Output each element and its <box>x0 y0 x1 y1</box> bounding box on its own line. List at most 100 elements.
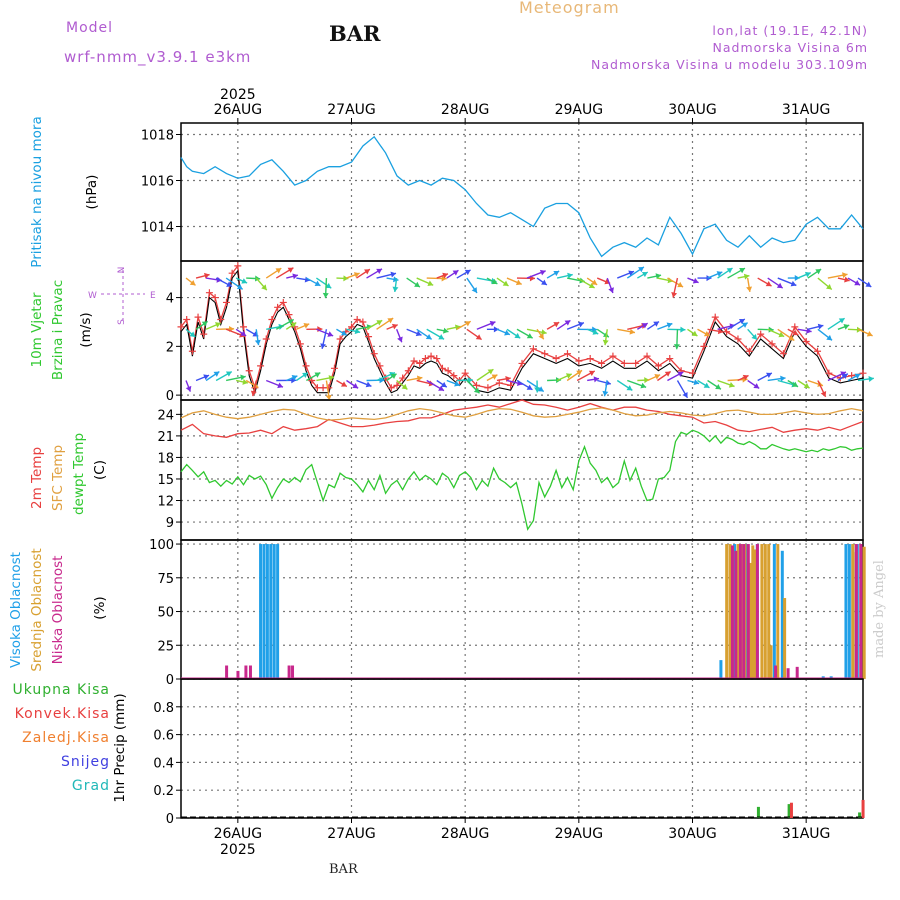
bar-srednja-oblacnost <box>725 544 729 679</box>
wind-arrowhead <box>275 268 282 274</box>
x-tick-label-bottom: 30AUG <box>668 826 717 842</box>
wind-arrowhead <box>225 371 232 377</box>
panel-frame-temp <box>180 399 864 541</box>
wind-arrowhead <box>843 324 850 330</box>
y-tick-label: 9 <box>166 516 174 531</box>
wind-speed-marker <box>348 323 355 331</box>
wind-arrowhead <box>591 279 598 285</box>
wind-arrowhead <box>493 326 499 333</box>
wind-arrowhead <box>691 330 698 337</box>
temp-2m-title: 2m Temp <box>29 447 45 509</box>
wind-arrowhead <box>425 334 432 340</box>
wind-arrowhead <box>487 369 494 375</box>
wind-arrowhead <box>564 320 571 326</box>
wind-arrowhead <box>292 273 298 280</box>
bar-niska-oblacnost <box>730 545 734 679</box>
wind-speed-marker <box>450 372 458 380</box>
wind-speed-marker <box>609 352 617 360</box>
wind-arrowhead <box>203 272 210 279</box>
wind-arrowhead <box>738 319 745 325</box>
wind-arrowhead <box>392 286 399 292</box>
wind-arrowhead <box>641 271 648 278</box>
wind-arrowhead <box>817 323 824 330</box>
compass-cross <box>101 270 145 320</box>
bar-visoka-oblacnost <box>259 544 263 679</box>
series-line-dewpt-temp <box>180 429 864 531</box>
wind-arrowhead <box>475 334 482 340</box>
bar-visoka-oblacnost <box>265 544 269 679</box>
wind-speed-marker <box>620 359 628 367</box>
wind-arrowhead <box>526 333 533 339</box>
year-label-top: 2025 <box>220 87 256 103</box>
bar-niska-oblacnost <box>859 544 863 679</box>
wind-arrowhead <box>666 322 673 329</box>
wind-arrowhead <box>401 383 408 390</box>
footer-station: BAR <box>329 862 358 877</box>
wind-arrowhead <box>866 331 873 337</box>
wind-arrowhead <box>664 371 671 377</box>
compass-south: S <box>117 319 127 325</box>
compass-west: W <box>88 291 97 301</box>
wind-arrowhead <box>865 281 872 287</box>
wind-arrowhead <box>538 333 544 340</box>
wind-arrowhead <box>703 331 710 337</box>
wind-arrowhead <box>680 326 686 333</box>
wind-arrowhead <box>255 275 261 282</box>
wind-arrowhead <box>715 383 721 390</box>
wind-arrowhead <box>743 273 750 280</box>
wind-speed-marker <box>217 316 225 324</box>
panel-frame-pressure <box>180 122 864 262</box>
wind-arrowhead <box>471 287 477 293</box>
wind-speed-marker <box>370 350 378 358</box>
bar-niska-oblacnost <box>291 665 295 679</box>
bar-niska-oblacnost <box>738 544 742 679</box>
wind-arrowhead <box>638 266 644 273</box>
wind-arrowhead <box>592 329 599 335</box>
y-tick-label: 18 <box>157 451 174 466</box>
wind-arrowhead <box>452 270 459 276</box>
x-tick-label-bottom: 29AUG <box>555 826 604 842</box>
bar-srednja-oblacnost <box>753 549 757 679</box>
legend-total-rain: Ukupna Kisa <box>12 682 110 698</box>
wind-arrowhead <box>287 319 294 325</box>
wind-arrowhead <box>328 375 335 381</box>
x-tick-label-bottom: 27AUG <box>327 826 376 842</box>
wind-arrowhead <box>794 274 800 281</box>
wind-arrowhead <box>826 284 832 290</box>
x-tick-label-top: 26AUG <box>214 102 263 118</box>
wind-speed-marker <box>188 347 196 355</box>
wind-speed-marker <box>541 350 549 358</box>
bar-srednja-oblacnost <box>783 598 787 679</box>
wind-arrowhead <box>553 270 560 277</box>
y-tick-label: 2 <box>166 340 174 355</box>
bar-srednja-oblacnost <box>776 544 780 679</box>
bar-konvek-kisa <box>789 802 793 818</box>
y-tick-label: 0.2 <box>153 784 174 799</box>
wind-arrowhead <box>441 275 447 282</box>
y-tick-label: 0 <box>166 812 174 827</box>
wind-arrowhead <box>655 273 662 280</box>
bar-srednja-oblacnost <box>769 645 773 679</box>
cloud-low-title: Niska Oblacnost <box>50 556 66 665</box>
y-tick-label: 0.6 <box>153 729 174 744</box>
wind-arrowhead <box>261 284 267 291</box>
bar-niska-oblacnost <box>287 665 291 679</box>
wind-arrowhead <box>491 278 498 285</box>
wind-arrowhead <box>464 269 471 276</box>
pressure-units: (hPa) <box>84 175 100 210</box>
wind-arrowhead <box>803 382 810 389</box>
wind-arrowhead <box>868 376 874 383</box>
y-tick-label: 0 <box>166 389 174 404</box>
y-tick-label: 1014 <box>141 221 174 236</box>
wind-speed-marker <box>410 357 418 365</box>
wind-arrowhead <box>391 323 398 330</box>
year-label-bottom: 2025 <box>220 842 256 858</box>
wind-speed-marker <box>387 384 395 392</box>
wind-arrowhead <box>576 370 583 376</box>
wind-speed-marker <box>507 381 515 389</box>
wind-arrowhead <box>742 374 749 381</box>
wind-units: (m/s) <box>78 312 94 347</box>
wind-arrowhead <box>726 268 733 274</box>
y-tick-label: 4 <box>166 292 174 307</box>
wind-arrowhead <box>189 331 196 337</box>
